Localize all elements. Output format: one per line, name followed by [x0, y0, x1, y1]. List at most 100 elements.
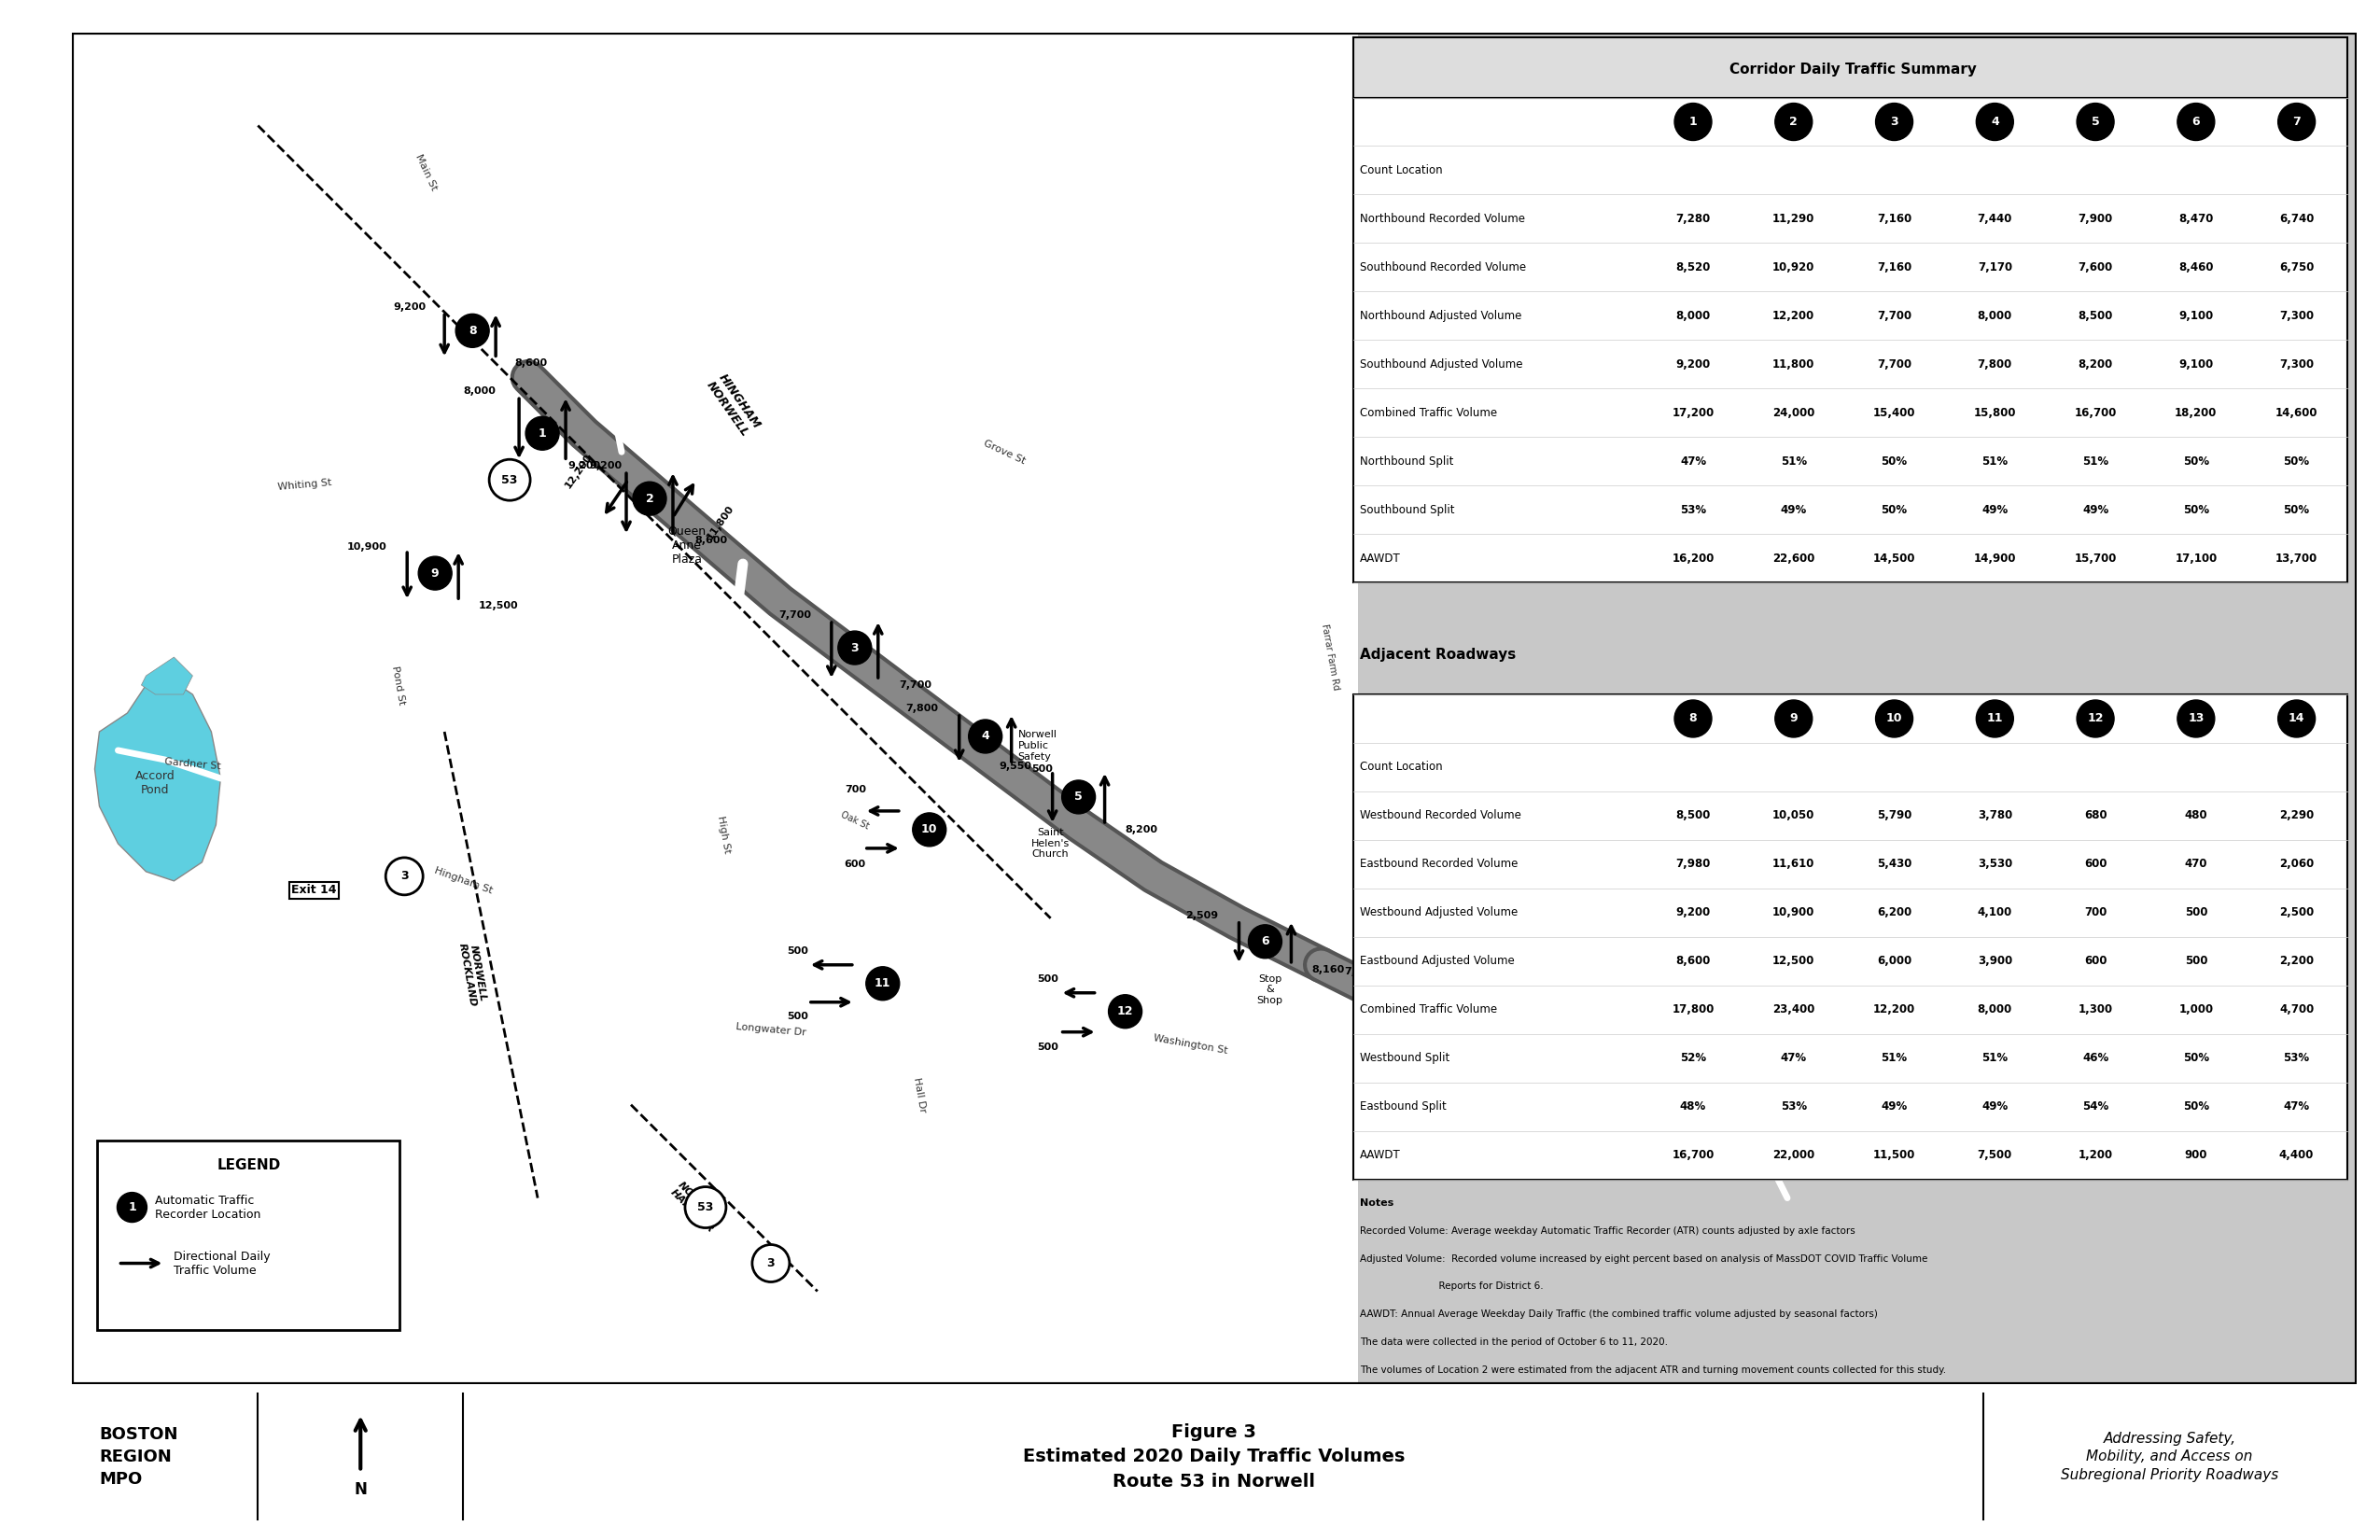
- Circle shape: [1775, 103, 1811, 140]
- Text: Webster St: Webster St: [1626, 1084, 1652, 1135]
- Text: 3: 3: [850, 642, 859, 654]
- Text: 51%: 51%: [1780, 456, 1806, 467]
- Text: 13: 13: [1547, 955, 1561, 966]
- Text: Count Location: Count Location: [1361, 165, 1442, 177]
- Circle shape: [1109, 995, 1142, 1029]
- Text: 46%: 46%: [2082, 1052, 2109, 1064]
- Circle shape: [2178, 103, 2216, 140]
- Text: Pond St: Pond St: [390, 665, 407, 705]
- FancyBboxPatch shape: [1354, 97, 2347, 582]
- Text: 12: 12: [1116, 1006, 1133, 1018]
- Text: 8,520: 8,520: [1676, 262, 1711, 274]
- Text: Northbound Split: Northbound Split: [1361, 456, 1454, 467]
- Text: 10,050: 10,050: [1773, 810, 1816, 822]
- Text: 53%: 53%: [1680, 504, 1706, 516]
- Text: 24,000: 24,000: [1773, 407, 1816, 419]
- Circle shape: [866, 967, 900, 1001]
- Text: Grove St: Grove St: [981, 439, 1026, 465]
- Text: BOSTON
REGION
MPO: BOSTON REGION MPO: [100, 1426, 178, 1488]
- Text: 5: 5: [2092, 116, 2099, 128]
- Circle shape: [838, 631, 871, 665]
- Text: Hall Dr: Hall Dr: [912, 1076, 928, 1113]
- Text: 10: 10: [1885, 713, 1902, 725]
- Text: 480: 480: [2185, 810, 2209, 822]
- Text: 8,000: 8,000: [1676, 310, 1711, 322]
- Text: AAWDT: Annual Average Weekday Daily Traffic (the combined traffic volume adjuste: AAWDT: Annual Average Weekday Daily Traf…: [1361, 1311, 1878, 1320]
- Text: 8,200: 8,200: [2078, 359, 2113, 370]
- Text: 7,160: 7,160: [1878, 262, 1911, 274]
- Text: Queen
Anne
Plaza: Queen Anne Plaza: [669, 525, 707, 565]
- Text: 3: 3: [1890, 116, 1899, 128]
- Text: 8,200: 8,200: [1126, 825, 1159, 835]
- Text: 123: 123: [1721, 1063, 1742, 1072]
- Text: 6: 6: [1261, 935, 1269, 947]
- Text: 2,290: 2,290: [2280, 810, 2313, 822]
- Text: 10: 10: [921, 824, 938, 836]
- Text: 900: 900: [2185, 1149, 2206, 1161]
- Text: The volumes of Location 2 were estimated from the adjacent ATR and turning movem: The volumes of Location 2 were estimated…: [1361, 1366, 1947, 1375]
- Text: 3,900: 3,900: [1978, 955, 2011, 967]
- Text: 50%: 50%: [2182, 1101, 2209, 1113]
- Text: 12,200: 12,200: [1773, 310, 1816, 322]
- Text: 22,600: 22,600: [1773, 553, 1816, 564]
- Text: Northbound Adjusted Volume: Northbound Adjusted Volume: [1361, 310, 1523, 322]
- Circle shape: [2278, 701, 2316, 738]
- Text: Combined Traffic Volume: Combined Traffic Volume: [1361, 407, 1497, 419]
- Text: 47%: 47%: [1780, 1052, 1806, 1064]
- Text: 7,980: 7,980: [1676, 858, 1711, 870]
- Text: 4,700: 4,700: [2280, 1004, 2313, 1016]
- Text: 5,790: 5,790: [1878, 810, 1911, 822]
- Circle shape: [969, 719, 1002, 753]
- Text: 7,170: 7,170: [1978, 262, 2011, 274]
- Circle shape: [1247, 924, 1283, 958]
- Text: Saint
Helen's
Church: Saint Helen's Church: [1031, 829, 1071, 859]
- Text: 14,900: 14,900: [1973, 553, 2016, 564]
- Circle shape: [117, 1192, 148, 1223]
- FancyBboxPatch shape: [1354, 37, 2347, 97]
- Text: 53: 53: [697, 1201, 714, 1214]
- Text: 9,200: 9,200: [566, 462, 600, 471]
- Polygon shape: [95, 676, 221, 881]
- Text: NORWELL
ROCKLAND: NORWELL ROCKLAND: [457, 941, 488, 1007]
- Text: 17,800: 17,800: [1671, 1004, 1714, 1016]
- Text: 8,000: 8,000: [464, 387, 495, 396]
- Text: 50%: 50%: [2182, 456, 2209, 467]
- Text: Westbound Recorded Volume: Westbound Recorded Volume: [1361, 810, 1521, 822]
- Text: 47%: 47%: [2282, 1101, 2309, 1113]
- Text: 12: 12: [2087, 713, 2104, 725]
- Text: 8: 8: [1690, 713, 1697, 725]
- Circle shape: [685, 1187, 726, 1227]
- Text: 11,610: 11,610: [1773, 858, 1816, 870]
- Text: 470: 470: [2185, 858, 2206, 870]
- Text: 8,500: 8,500: [1676, 810, 1711, 822]
- Text: 500: 500: [1033, 764, 1054, 773]
- Text: Westbound Adjusted Volume: Westbound Adjusted Volume: [1361, 907, 1518, 919]
- Text: Longwater Dr: Longwater Dr: [735, 1023, 807, 1038]
- Circle shape: [2078, 701, 2113, 738]
- Circle shape: [1711, 1047, 1752, 1087]
- Text: Accord
Pond: Accord Pond: [136, 770, 176, 796]
- Text: 600: 600: [2085, 858, 2106, 870]
- Text: 6,750: 6,750: [2280, 262, 2313, 274]
- Text: 8: 8: [469, 325, 476, 337]
- Polygon shape: [1516, 872, 1618, 955]
- Text: 14,500: 14,500: [1873, 553, 1916, 564]
- Text: 500: 500: [2185, 955, 2206, 967]
- Text: 700: 700: [845, 785, 866, 795]
- Text: Notes: Notes: [1361, 1198, 1395, 1207]
- Text: 53%: 53%: [1780, 1101, 1806, 1113]
- Circle shape: [1875, 103, 1914, 140]
- Circle shape: [912, 813, 947, 847]
- Text: 1,200: 1,200: [2078, 1149, 2113, 1161]
- Text: 49%: 49%: [1780, 504, 1806, 516]
- Text: 12,200: 12,200: [1873, 1004, 1916, 1016]
- Text: 50%: 50%: [1880, 504, 1906, 516]
- Text: Main St: Main St: [414, 152, 438, 192]
- Circle shape: [490, 459, 531, 500]
- Text: Aasripp Ave: Aasripp Ave: [1611, 946, 1664, 955]
- Polygon shape: [140, 658, 193, 695]
- Text: 7,800: 7,800: [907, 704, 938, 713]
- Text: 1,000: 1,000: [2178, 1004, 2213, 1016]
- Text: 7,300: 7,300: [1471, 1021, 1502, 1030]
- Text: 7,280: 7,280: [1676, 213, 1711, 225]
